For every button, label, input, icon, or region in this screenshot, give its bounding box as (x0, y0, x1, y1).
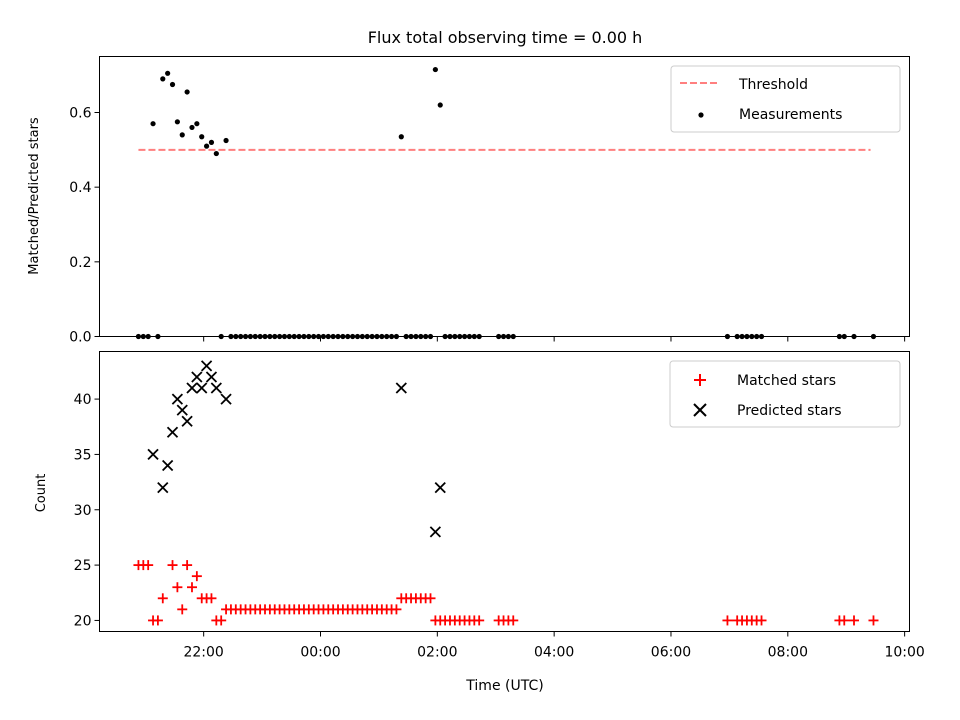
matched-star-marker (474, 615, 485, 626)
predicted-star-marker (210, 382, 222, 394)
matched-star-marker (177, 604, 188, 615)
x-tick-label: 08:00 (768, 645, 808, 661)
matched-star-marker (849, 615, 860, 626)
y-tick-label: 0.4 (69, 180, 91, 196)
measurement-point (189, 124, 195, 131)
top-x-ticks (203, 336, 906, 342)
predicted-star-marker (162, 459, 174, 472)
predicted-star-marker (147, 448, 159, 461)
legend-threshold-label: Threshold (738, 77, 808, 93)
predicted-star-marker (196, 382, 208, 394)
matched-star-marker (191, 571, 202, 582)
matched-star-marker (756, 615, 767, 626)
predicted-star-marker (171, 393, 184, 405)
bottom-axes-frame (99, 351, 910, 632)
matched-star-marker (868, 615, 879, 626)
predicted-star-marker (205, 371, 218, 383)
predicted-star-marker (176, 404, 188, 416)
bottom-legend: Matched stars Predicted stars (669, 360, 901, 428)
predicted-star-marker (429, 526, 442, 538)
measurement-point (437, 102, 443, 108)
matched-star-marker (206, 593, 217, 604)
y-tick-label: 30 (74, 503, 92, 519)
measurement-point (160, 76, 166, 82)
measurement-point (165, 70, 171, 76)
y-tick-label: 0.2 (69, 255, 91, 271)
measurement-point (174, 119, 180, 125)
matched-star-marker (391, 604, 402, 615)
x-tick-label: 02:00 (417, 645, 457, 661)
measurement-point (199, 134, 205, 140)
measurement-point (203, 143, 210, 149)
bottom-legend-box (669, 360, 901, 428)
bottom-marks (133, 360, 879, 626)
chart-title: Flux total observing time = 0.00 h (368, 28, 643, 47)
bottom-y-axis-label: Count (34, 474, 49, 513)
bottom-y-ticks: 20 25 30 35 40 (74, 392, 100, 629)
measurement-point (194, 121, 200, 127)
matched-star-marker (143, 560, 154, 571)
matched-star-marker (508, 615, 519, 626)
top-legend-box (670, 65, 901, 133)
predicted-star-marker (434, 481, 446, 494)
predicted-star-marker (220, 393, 232, 405)
measurement-point (169, 81, 176, 88)
matched-star-marker (182, 560, 193, 571)
measurement-point (398, 134, 404, 140)
y-tick-label: 35 (74, 447, 92, 463)
top-panel: 0.0 0.2 0.4 0.6 Matched/Predicted stars Thr… (27, 56, 910, 346)
measurement-point (432, 66, 438, 73)
matched-star-marker (216, 615, 227, 626)
x-axis-label: Time (UTC) (465, 678, 543, 694)
bottom-panel: 20 25 30 35 40 22:00 00:00 02:00 04:00 06:00 08:0… (34, 351, 925, 694)
predicted-star-marker (395, 382, 407, 394)
x-tick-label: 10:00 (884, 645, 924, 661)
predicted-star-marker (157, 481, 169, 494)
matched-star-marker (425, 593, 436, 604)
measurement-point (150, 121, 156, 127)
y-tick-label: 0.0 (69, 330, 91, 346)
top-legend: Threshold Measurements (670, 65, 901, 133)
y-tick-label: 25 (74, 558, 92, 574)
matched-star-marker (722, 615, 733, 626)
measurement-point (223, 137, 229, 144)
matched-star-marker (157, 593, 168, 604)
top-axes-frame (99, 56, 910, 337)
x-tick-label: 04:00 (534, 645, 574, 661)
top-y-axis-label: Matched/Predicted stars (27, 117, 42, 275)
y-tick-label: 0.6 (69, 106, 91, 122)
legend-measurements-swatch (698, 112, 704, 118)
measurement-point (208, 139, 215, 145)
matched-star-marker (172, 582, 183, 593)
predicted-star-marker (186, 382, 198, 394)
predicted-star-marker (166, 426, 179, 438)
legend-predicted-label: Predicted stars (737, 403, 842, 419)
y-tick-label: 40 (74, 392, 92, 408)
predicted-star-marker (200, 360, 213, 372)
y-tick-label: 20 (74, 613, 92, 629)
predicted-star-marker (181, 415, 193, 427)
x-tick-label: 22:00 (183, 645, 223, 661)
legend-measurements-label: Measurements (739, 107, 842, 123)
matched-star-marker (167, 560, 178, 571)
top-y-ticks: 0.0 0.2 0.4 0.6 (69, 106, 100, 346)
legend-matched-swatch (694, 374, 706, 386)
x-tick-label: 06:00 (651, 645, 691, 661)
measurement-point (179, 132, 185, 138)
predicted-star-marker (191, 371, 203, 383)
legend-matched-label: Matched stars (737, 373, 836, 389)
bottom-x-ticks: 22:00 00:00 02:00 04:00 06:00 08:00 10:00 (183, 631, 925, 661)
x-tick-label: 00:00 (300, 645, 340, 661)
measurement-point (184, 89, 190, 95)
matched-star-marker (839, 615, 850, 626)
measurement-point (213, 150, 219, 157)
legend-predicted-swatch (693, 403, 707, 417)
matched-star-marker (186, 582, 197, 593)
matched-star-marker (152, 615, 163, 626)
